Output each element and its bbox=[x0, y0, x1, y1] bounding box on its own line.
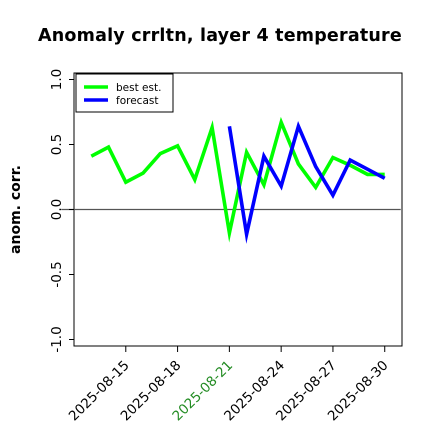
legend-label-forecast: forecast bbox=[116, 95, 158, 107]
legend: best est.forecast bbox=[75, 73, 174, 113]
series-line-best-est bbox=[90, 116, 385, 243]
y-tick-label: 1.0 bbox=[49, 69, 65, 90]
chart-title: Anomaly crrltn, layer 4 temperature bbox=[38, 26, 402, 46]
axes-layer: -1.0-0.50.00.51.02025-08-152025-08-18202… bbox=[8, 69, 392, 425]
y-tick-label: -1.0 bbox=[49, 326, 65, 352]
y-tick-label: 0.0 bbox=[49, 199, 65, 220]
series-line-forecast bbox=[227, 120, 386, 244]
legend-label-best-est: best est. bbox=[116, 82, 161, 94]
y-tick-label: 0.5 bbox=[49, 134, 65, 155]
series-layer bbox=[90, 116, 386, 244]
y-tick-label: -0.5 bbox=[49, 261, 65, 287]
y-axis-label: anom. corr. bbox=[8, 165, 24, 254]
legend-box bbox=[75, 73, 174, 113]
plot-area bbox=[61, 72, 403, 347]
